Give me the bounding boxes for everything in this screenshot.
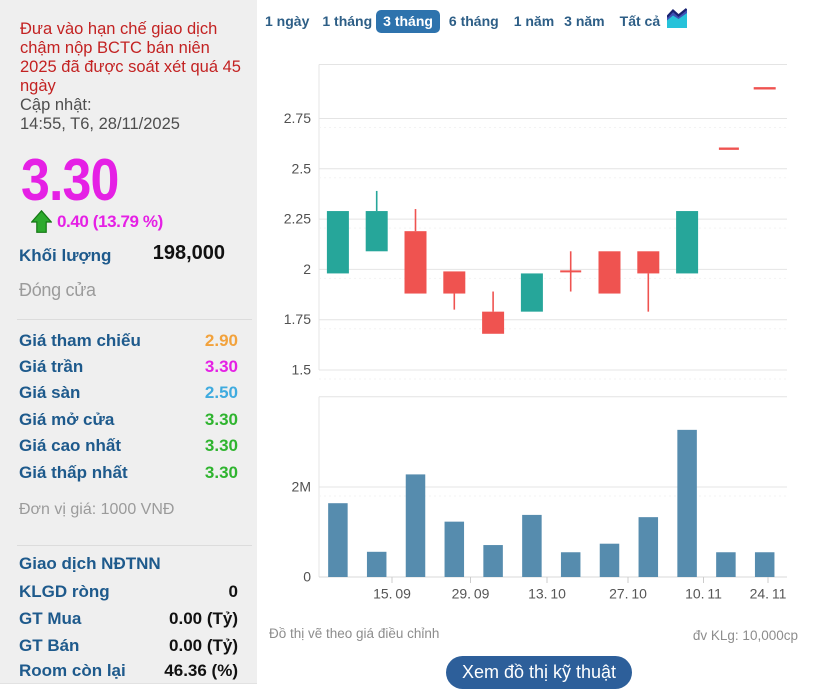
svg-text:2: 2 — [303, 261, 311, 277]
svg-text:2.5: 2.5 — [292, 160, 312, 176]
svg-text:10. 11: 10. 11 — [685, 586, 722, 602]
svg-text:15. 09: 15. 09 — [373, 586, 411, 602]
svg-text:29. 09: 29. 09 — [452, 586, 490, 602]
svg-text:1.5: 1.5 — [292, 362, 312, 378]
svg-text:0: 0 — [303, 569, 311, 585]
svg-text:2M: 2M — [292, 479, 311, 495]
svg-text:24. 11: 24. 11 — [750, 586, 787, 602]
svg-text:2.75: 2.75 — [284, 110, 311, 126]
svg-text:2.25: 2.25 — [284, 211, 311, 227]
svg-text:1.75: 1.75 — [284, 311, 311, 327]
svg-text:13. 10: 13. 10 — [528, 586, 566, 602]
svg-text:27. 10: 27. 10 — [609, 586, 647, 602]
